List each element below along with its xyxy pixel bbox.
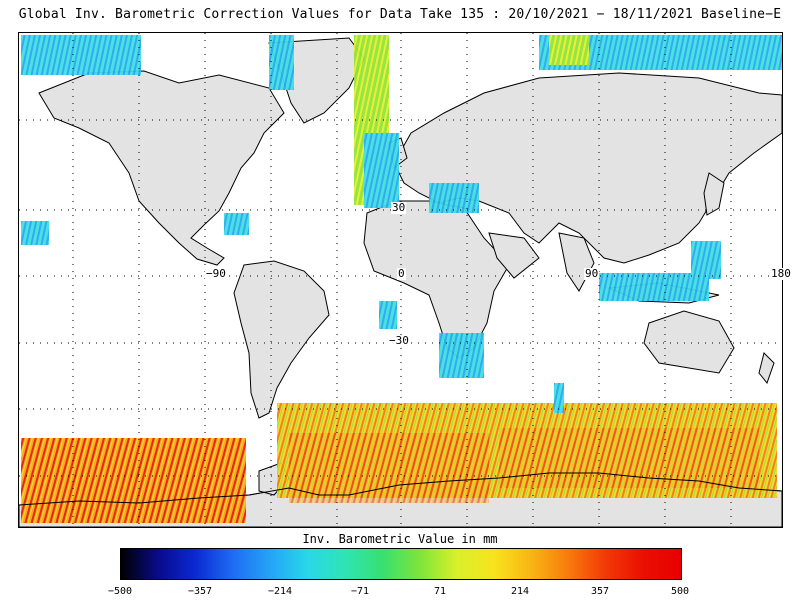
colorbar-tick: −71 [350, 586, 370, 597]
data-tracks [21, 35, 782, 523]
colorbar-title: Inv. Barometric Value in mm [302, 532, 498, 546]
japan [703, 172, 725, 216]
map-canvas [19, 33, 782, 527]
antarctica-coast [19, 472, 782, 527]
lon-label-0: 0 [397, 267, 406, 280]
colorbar [120, 548, 682, 580]
north-america [38, 70, 285, 266]
africa [363, 200, 510, 359]
lat-label-30: 30 [391, 201, 407, 214]
lon-label-90: 90 [584, 267, 600, 280]
colorbar-tick: 214 [510, 586, 530, 597]
colorbar-tick: −357 [187, 586, 213, 597]
australia [643, 310, 735, 374]
arabia [488, 232, 540, 279]
colorbar-tick: −500 [107, 586, 133, 597]
colorbar-tick: 500 [670, 586, 690, 597]
page-title: Global Inv. Barometric Correction Values… [18, 7, 782, 22]
colorbar-tick: 71 [433, 586, 447, 597]
world-map [18, 32, 783, 528]
south-america [233, 260, 330, 419]
new-zealand [758, 352, 775, 385]
lat-label-minus30: −30 [388, 334, 410, 347]
colorbar-tick: 357 [590, 586, 610, 597]
lon-label-minus90: −90 [205, 267, 227, 280]
lon-label-180: 180 [770, 267, 792, 280]
colorbar-tick: −214 [267, 586, 293, 597]
